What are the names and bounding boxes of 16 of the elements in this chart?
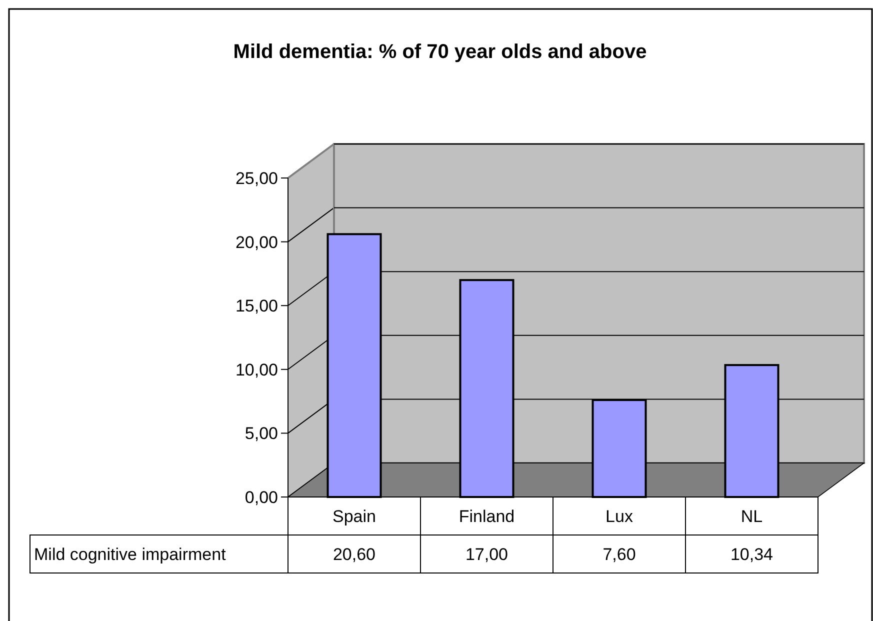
y-tick-label: 5,00 <box>244 424 278 444</box>
data-label: 7,60 <box>602 544 636 564</box>
data-label: 20,60 <box>332 544 376 564</box>
data-label: 10,34 <box>730 544 774 564</box>
data-label: 17,00 <box>465 544 508 564</box>
x-tick-label: Lux <box>606 506 634 526</box>
y-tick-label: 0,00 <box>244 488 278 507</box>
chart-title: Mild dementia: % of 70 year olds and above <box>233 41 647 63</box>
y-tick-label: 20,00 <box>235 232 278 252</box>
x-tick-label: Spain <box>332 506 376 526</box>
y-tick-label: 10,00 <box>235 360 278 380</box>
x-tick-label: Finland <box>458 506 515 526</box>
text: Mild cognitive impairment <box>34 544 226 564</box>
x-tick-label: NL <box>740 506 763 526</box>
y-tick-label: 25,00 <box>235 168 278 188</box>
y-tick-label: 15,00 <box>235 296 278 316</box>
